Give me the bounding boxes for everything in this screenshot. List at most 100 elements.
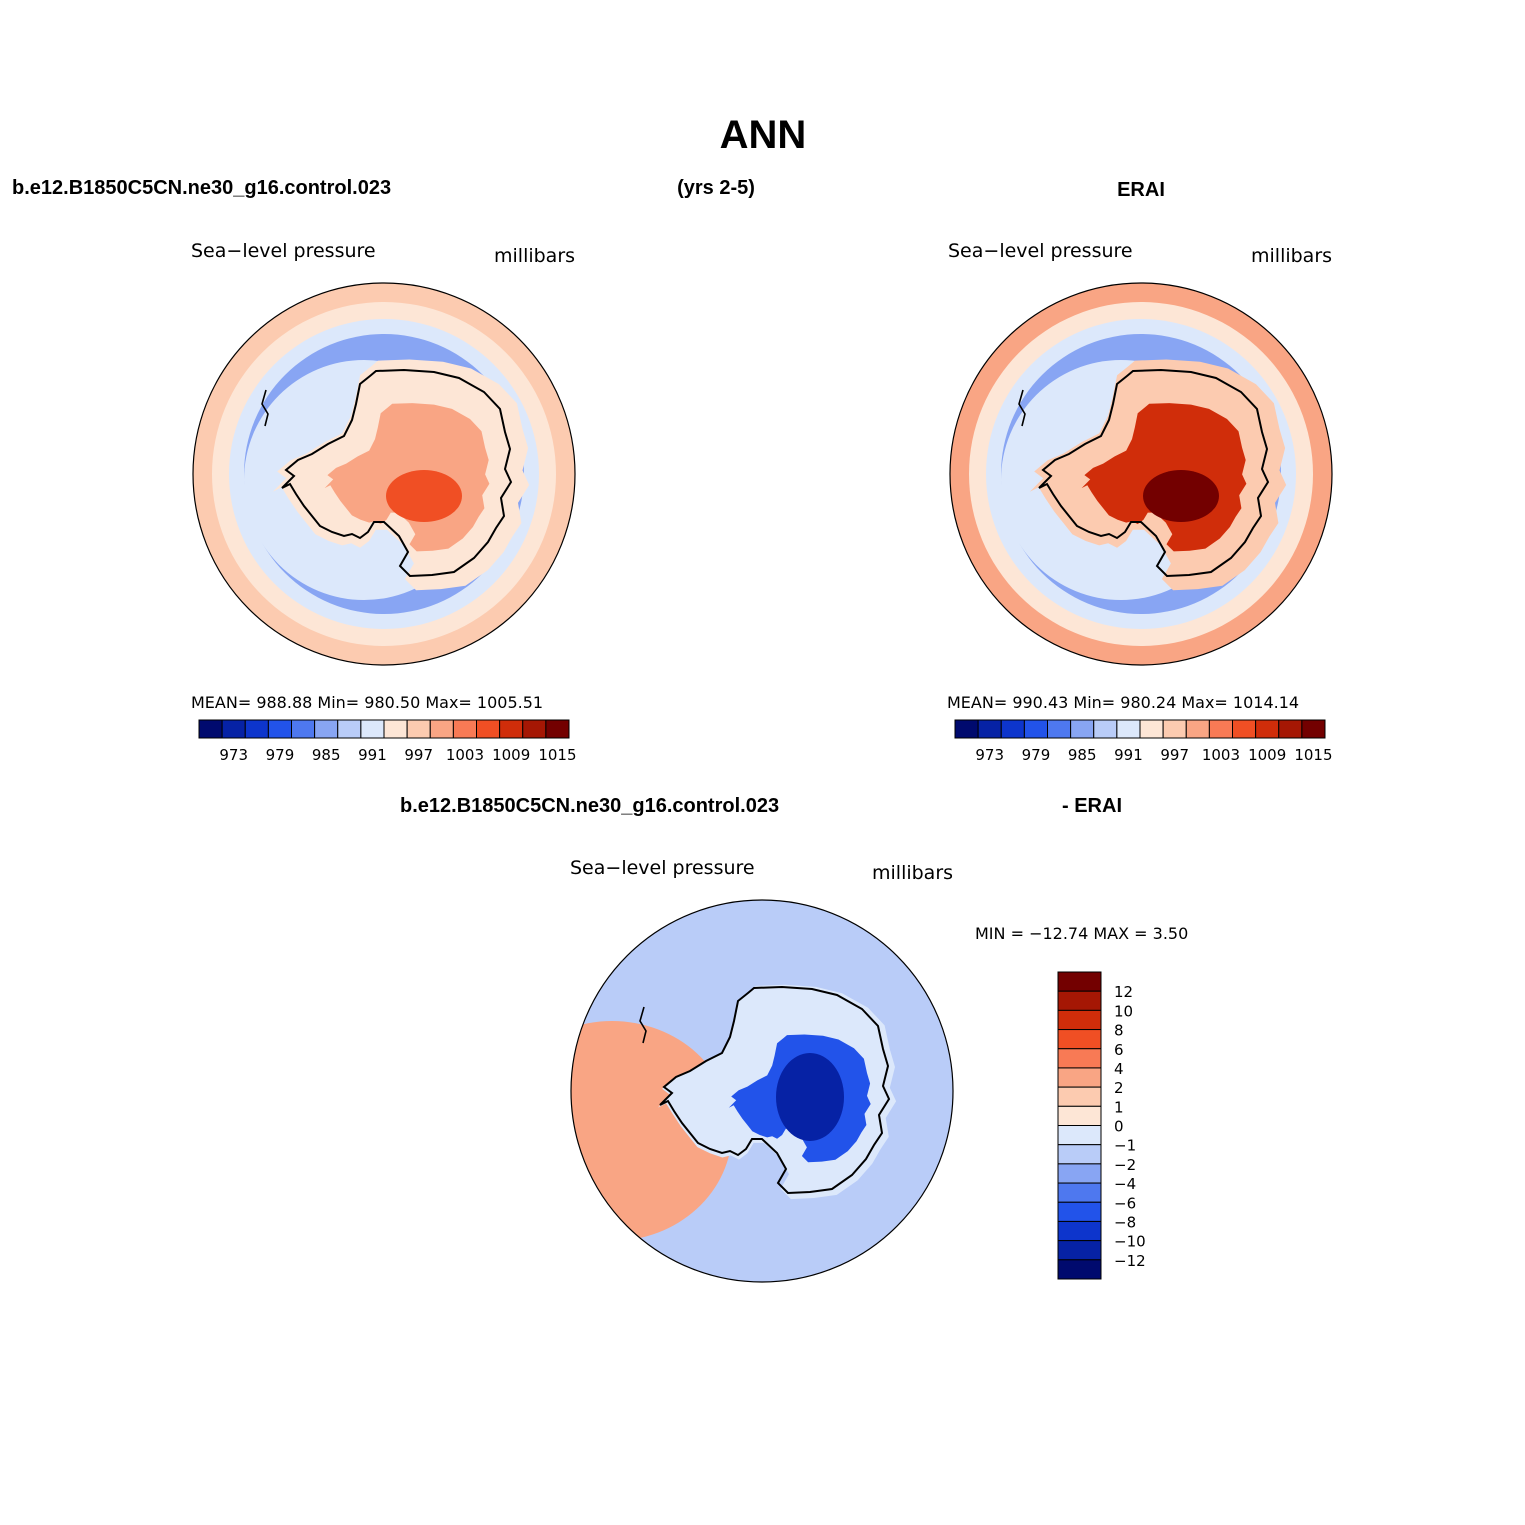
colorbar-swatch — [337, 719, 362, 739]
panel-obs-map — [950, 283, 1332, 665]
colorbar-tick-label: 8 — [1114, 1022, 1124, 1040]
colorbar-tick-label: 979 — [1022, 746, 1051, 764]
colorbar-swatch — [499, 719, 524, 739]
panel-obs-colorbar: 973 979 985 991 997 1003 1009 1015 — [954, 719, 1333, 764]
colorbar-tick-label: −8 — [1114, 1213, 1136, 1231]
colorbar-swatch — [1093, 719, 1118, 739]
header-years: (yrs 2-5) — [677, 177, 755, 199]
panel-diff-units: millibars — [872, 862, 953, 884]
colorbar-swatch — [1278, 719, 1303, 739]
coastline — [1038, 368, 1270, 578]
colorbar-swatch — [1057, 1201, 1102, 1222]
panel-model: Sea−level pressure millibars MEAN= 988.8… — [191, 240, 577, 764]
colorbar-swatch — [360, 719, 385, 739]
colorbar-swatch — [476, 719, 501, 739]
colorbar-swatch — [1301, 719, 1326, 739]
panel-obs-stats: MEAN= 990.43 Min= 980.24 Max= 1014.14 — [947, 693, 1299, 712]
colorbar-tick-label: 1003 — [446, 746, 484, 764]
colorbar-swatch — [314, 719, 339, 739]
colorbar-swatch — [1057, 1125, 1102, 1146]
colorbar-swatch — [1057, 1029, 1102, 1050]
panel-diff-stats: MIN = −12.74 MAX = 3.50 — [975, 924, 1188, 943]
colorbar-tick-label: 1009 — [1248, 746, 1286, 764]
colorbar-swatch — [1057, 1163, 1102, 1184]
colorbar-tick-label: 0 — [1114, 1118, 1124, 1136]
colorbar-swatch — [1057, 1105, 1102, 1126]
panel-model-units: millibars — [494, 245, 575, 267]
colorbar-tick-label: 985 — [1068, 746, 1097, 764]
colorbar-swatch — [221, 719, 246, 739]
coastline — [659, 985, 891, 1195]
peninsula-islands — [639, 1006, 647, 1044]
colorbar-swatch — [1047, 719, 1072, 739]
colorbar-tick-label: 6 — [1114, 1041, 1124, 1059]
colorbar-swatch — [522, 719, 547, 739]
colorbar-tick-label: 991 — [1114, 746, 1143, 764]
colorbar-tick-label: 1015 — [538, 746, 576, 764]
colorbar-tick-label: 991 — [358, 746, 387, 764]
peninsula-islands — [1018, 389, 1026, 427]
diff-header-obs: - ERAI — [1062, 795, 1122, 817]
panel-diff-map — [571, 900, 953, 1282]
colorbar-swatch — [267, 719, 292, 739]
colorbar-tick-label: −12 — [1114, 1252, 1146, 1270]
colorbar-swatch — [452, 719, 477, 739]
colorbar-swatch — [1057, 1240, 1102, 1261]
colorbar-swatch — [1057, 1086, 1102, 1107]
panel-diff: Sea−level pressure millibars MIN = −12.7… — [570, 857, 1188, 1283]
coastline — [281, 368, 513, 578]
colorbar-swatch — [244, 719, 269, 739]
colorbar-tick-label: 1009 — [492, 746, 530, 764]
colorbar-swatch — [1057, 1182, 1102, 1203]
contour-continent-peak — [386, 470, 462, 522]
panel-diff-variable: Sea−level pressure — [570, 857, 755, 879]
colorbar-tick-label: −10 — [1114, 1233, 1146, 1251]
colorbar-swatch — [1208, 719, 1233, 739]
colorbar-tick-label: 2 — [1114, 1079, 1124, 1097]
colorbar-swatch — [1057, 971, 1102, 992]
colorbar-tick-label: 997 — [1160, 746, 1189, 764]
contour-continent-peak — [1143, 470, 1219, 522]
colorbar-swatch — [1255, 719, 1280, 739]
colorbar-swatch — [1162, 719, 1187, 739]
panel-diff-frame — [570, 899, 954, 1283]
panel-obs: Sea−level pressure millibars MEAN= 990.4… — [947, 240, 1333, 764]
colorbar-tick-label: 1015 — [1294, 746, 1332, 764]
colorbar-swatch — [406, 719, 431, 739]
colorbar-tick-label: 973 — [219, 746, 248, 764]
colorbar-swatch — [1139, 719, 1164, 739]
panel-model-colorbar: 973 979 985 991 997 1003 1009 1015 — [198, 719, 577, 764]
colorbar-swatch — [198, 719, 223, 739]
colorbar-tick-label: 1003 — [1202, 746, 1240, 764]
colorbar-swatch — [954, 719, 979, 739]
colorbar-swatch — [1232, 719, 1257, 739]
colorbar-swatch — [977, 719, 1002, 739]
colorbar-swatch — [1057, 990, 1102, 1011]
colorbar-tick-label: 12 — [1114, 983, 1133, 1001]
colorbar-tick-label: −2 — [1114, 1156, 1136, 1174]
colorbar-tick-label: 4 — [1114, 1060, 1124, 1078]
colorbar-swatch — [545, 719, 570, 739]
colorbar-tick-label: −1 — [1114, 1137, 1136, 1155]
colorbar-swatch — [1070, 719, 1095, 739]
header-model-name: b.e12.B1850C5CN.ne30_g16.control.023 — [12, 177, 391, 199]
colorbar-swatch — [429, 719, 454, 739]
colorbar-tick-label: 10 — [1114, 1002, 1133, 1020]
panel-model-map — [193, 283, 575, 665]
diff-header-model: b.e12.B1850C5CN.ne30_g16.control.023 — [400, 795, 779, 817]
colorbar-swatch — [1000, 719, 1025, 739]
panel-obs-units: millibars — [1251, 245, 1332, 267]
colorbar-swatch — [291, 719, 316, 739]
colorbar-tick-label: 979 — [266, 746, 295, 764]
panel-model-variable: Sea−level pressure — [191, 240, 376, 262]
colorbar-tick-label: 973 — [975, 746, 1004, 764]
colorbar-swatch — [1057, 1220, 1102, 1242]
panel-obs-frame — [949, 282, 1333, 666]
colorbar-swatch — [1057, 1259, 1102, 1280]
contour-pacific-anomaly — [571, 1021, 732, 1241]
contour-continent-core — [776, 1053, 844, 1141]
figure-title: ANN — [720, 113, 807, 157]
colorbar-swatch — [1057, 1009, 1102, 1031]
